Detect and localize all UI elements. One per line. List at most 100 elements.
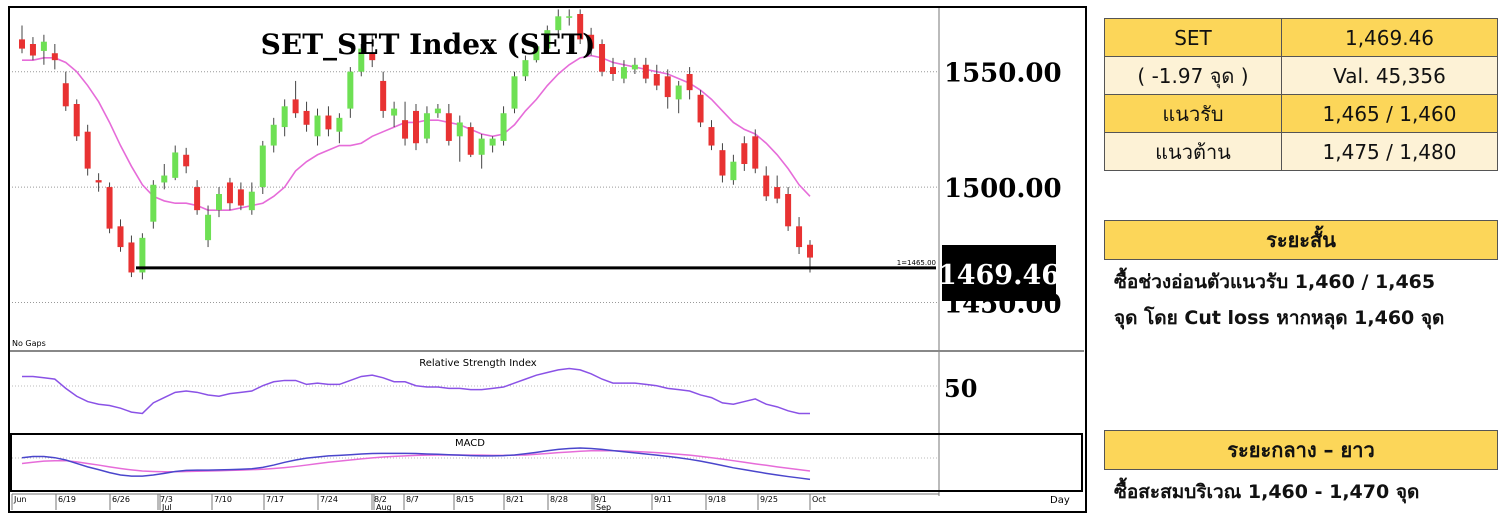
candle-body xyxy=(566,16,573,18)
macd-plot xyxy=(21,447,811,481)
x-tick-label: 7/3 xyxy=(160,495,173,504)
candle-body xyxy=(588,34,595,49)
candle-body xyxy=(445,113,452,141)
candle-body xyxy=(292,99,299,114)
candle-body xyxy=(281,106,288,128)
no-gaps-label: No Gaps xyxy=(12,339,46,348)
candle-body xyxy=(117,226,124,248)
candle-body xyxy=(413,110,419,144)
x-tick-label: 9/25 xyxy=(760,495,778,504)
short-term-heading: ระยะสั้น xyxy=(1104,220,1498,260)
candle-body xyxy=(522,60,529,77)
short-term-advice: ซื้อช่วงอ่อนตัวแนวรับ 1,460 / 1,465 จุด … xyxy=(1114,264,1498,336)
candle-body xyxy=(533,46,540,61)
chart-frame xyxy=(8,6,1087,513)
candle-body xyxy=(807,244,813,258)
candle-body xyxy=(478,138,485,155)
price-axis-label: 1500.00 xyxy=(944,174,1062,204)
value-traded: Val. 45,356 xyxy=(1281,56,1498,95)
support-value: 1,465 / 1,460 xyxy=(1281,94,1498,133)
set-value: 1,469.46 xyxy=(1281,18,1498,57)
macd-signal-line xyxy=(21,449,811,473)
price-axis-label: 1550.00 xyxy=(944,59,1062,89)
candle-body xyxy=(719,150,726,176)
candle-body xyxy=(391,108,398,116)
x-tick-label: 7/24 xyxy=(320,495,338,504)
candle-body xyxy=(84,131,91,169)
candle-body xyxy=(205,214,212,241)
candle-body xyxy=(139,237,146,273)
candle-body xyxy=(675,85,682,100)
candle-body xyxy=(489,138,496,146)
candle-body xyxy=(796,226,803,248)
summary-table: SET 1,469.46 ( -1.97 จุด ) Val. 45,356 แ… xyxy=(1104,18,1498,171)
candle-body xyxy=(62,83,69,107)
candle-body xyxy=(511,76,518,109)
last-price-label: 1469.46 xyxy=(938,260,1060,291)
candle-body xyxy=(73,104,80,137)
x-tick-label: Sep xyxy=(596,503,611,512)
candle-body xyxy=(314,115,321,137)
candle-body xyxy=(347,71,354,109)
long-term-line-1: ซื้อสะสมบริเวณ 1,460 - 1,470 จุด xyxy=(1114,481,1420,503)
x-tick-label: 7/17 xyxy=(266,495,284,504)
candle-body xyxy=(599,44,606,72)
x-tick-label: 9/18 xyxy=(708,495,726,504)
candle-body xyxy=(708,127,715,146)
candle-body xyxy=(194,187,201,211)
table-row: แนวรับ 1,465 / 1,460 xyxy=(1104,94,1498,133)
candle-body xyxy=(500,113,507,141)
x-tick-label: 6/19 xyxy=(58,495,76,504)
rsi-axis-50: 50 xyxy=(944,374,977,403)
candle-body xyxy=(95,180,102,183)
x-tick-label: 8/15 xyxy=(456,495,474,504)
candle-body xyxy=(51,53,58,61)
x-tick-label: Jun xyxy=(13,495,27,504)
candle-body xyxy=(456,122,463,137)
candles xyxy=(19,9,813,280)
candle-body xyxy=(402,120,409,139)
candle-body xyxy=(752,136,759,169)
set-label: SET xyxy=(1104,18,1282,57)
x-tick-label: Aug xyxy=(376,503,392,512)
candle-body xyxy=(161,175,168,183)
x-tick-label: 9/1 xyxy=(594,495,607,504)
candle-body xyxy=(763,175,770,197)
candle-body xyxy=(29,44,36,56)
candle-body xyxy=(128,242,135,273)
rsi-label: Relative Strength Index xyxy=(419,358,537,369)
candle-body xyxy=(434,108,441,114)
candle-body xyxy=(358,48,365,72)
candle-body xyxy=(216,194,222,211)
candle-body xyxy=(544,30,551,49)
x-tick-label: Jul xyxy=(161,503,172,512)
candle-body xyxy=(577,14,584,40)
candle-body xyxy=(237,189,244,206)
candle-body xyxy=(172,152,179,178)
macd-line xyxy=(21,447,811,481)
candle-body xyxy=(697,94,704,123)
candle-body xyxy=(336,117,343,132)
support-label-cell: แนวรับ xyxy=(1104,94,1282,133)
candle-body xyxy=(303,110,310,125)
candle-body xyxy=(380,80,387,111)
x-tick-label: 6/26 xyxy=(112,495,130,504)
candle-body xyxy=(150,184,157,222)
x-tick-label: 9/11 xyxy=(654,495,672,504)
candle-body xyxy=(785,194,792,227)
table-row: แนวต้าน 1,475 / 1,480 xyxy=(1104,132,1498,171)
candle-body xyxy=(610,67,616,74)
chart-title: SET_SET Index (SET) xyxy=(261,28,596,61)
candle-body xyxy=(774,187,781,199)
x-tick-label: Oct xyxy=(812,495,826,504)
rsi-line xyxy=(22,367,810,415)
candle-body xyxy=(653,74,660,86)
table-row: ( -1.97 จุด ) Val. 45,356 xyxy=(1104,56,1498,95)
short-term-line-1: ซื้อช่วงอ่อนตัวแนวรับ 1,460 / 1,465 xyxy=(1114,271,1436,293)
short-term-line-2: จุด โดย Cut loss หากหลุด 1,460 จุด xyxy=(1114,307,1445,329)
candle-body xyxy=(259,145,266,188)
candle-body xyxy=(642,64,649,79)
x-tick-label: 7/10 xyxy=(214,495,232,504)
